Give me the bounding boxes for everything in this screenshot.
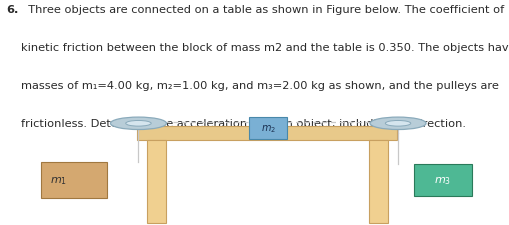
Text: masses of m₁=4.00 kg, m₂=1.00 kg, and m₃=2.00 kg as shown, and the pulleys are: masses of m₁=4.00 kg, m₂=1.00 kg, and m₃…: [21, 81, 499, 91]
Circle shape: [110, 117, 166, 130]
Bar: [147, 141, 166, 223]
Bar: [369, 141, 388, 223]
Circle shape: [370, 117, 426, 130]
Text: kinetic friction between the block of mass m2 and the table is 0.350. The object: kinetic friction between the block of ma…: [21, 43, 509, 53]
Text: $m_2$: $m_2$: [261, 122, 276, 134]
Bar: [137, 126, 397, 141]
Bar: [413, 164, 472, 196]
Text: 6.: 6.: [6, 5, 18, 15]
Text: $m_3$: $m_3$: [434, 174, 451, 186]
Text: frictionless. Determine the acceleration of each object, including its direction: frictionless. Determine the acceleration…: [21, 118, 466, 128]
Bar: [249, 117, 287, 140]
Bar: [41, 162, 107, 198]
Circle shape: [126, 121, 151, 126]
Circle shape: [385, 121, 411, 126]
Text: $m_1$: $m_1$: [50, 174, 67, 186]
Text: Three objects are connected on a table as shown in Figure below. The coefficient: Three objects are connected on a table a…: [21, 5, 504, 15]
